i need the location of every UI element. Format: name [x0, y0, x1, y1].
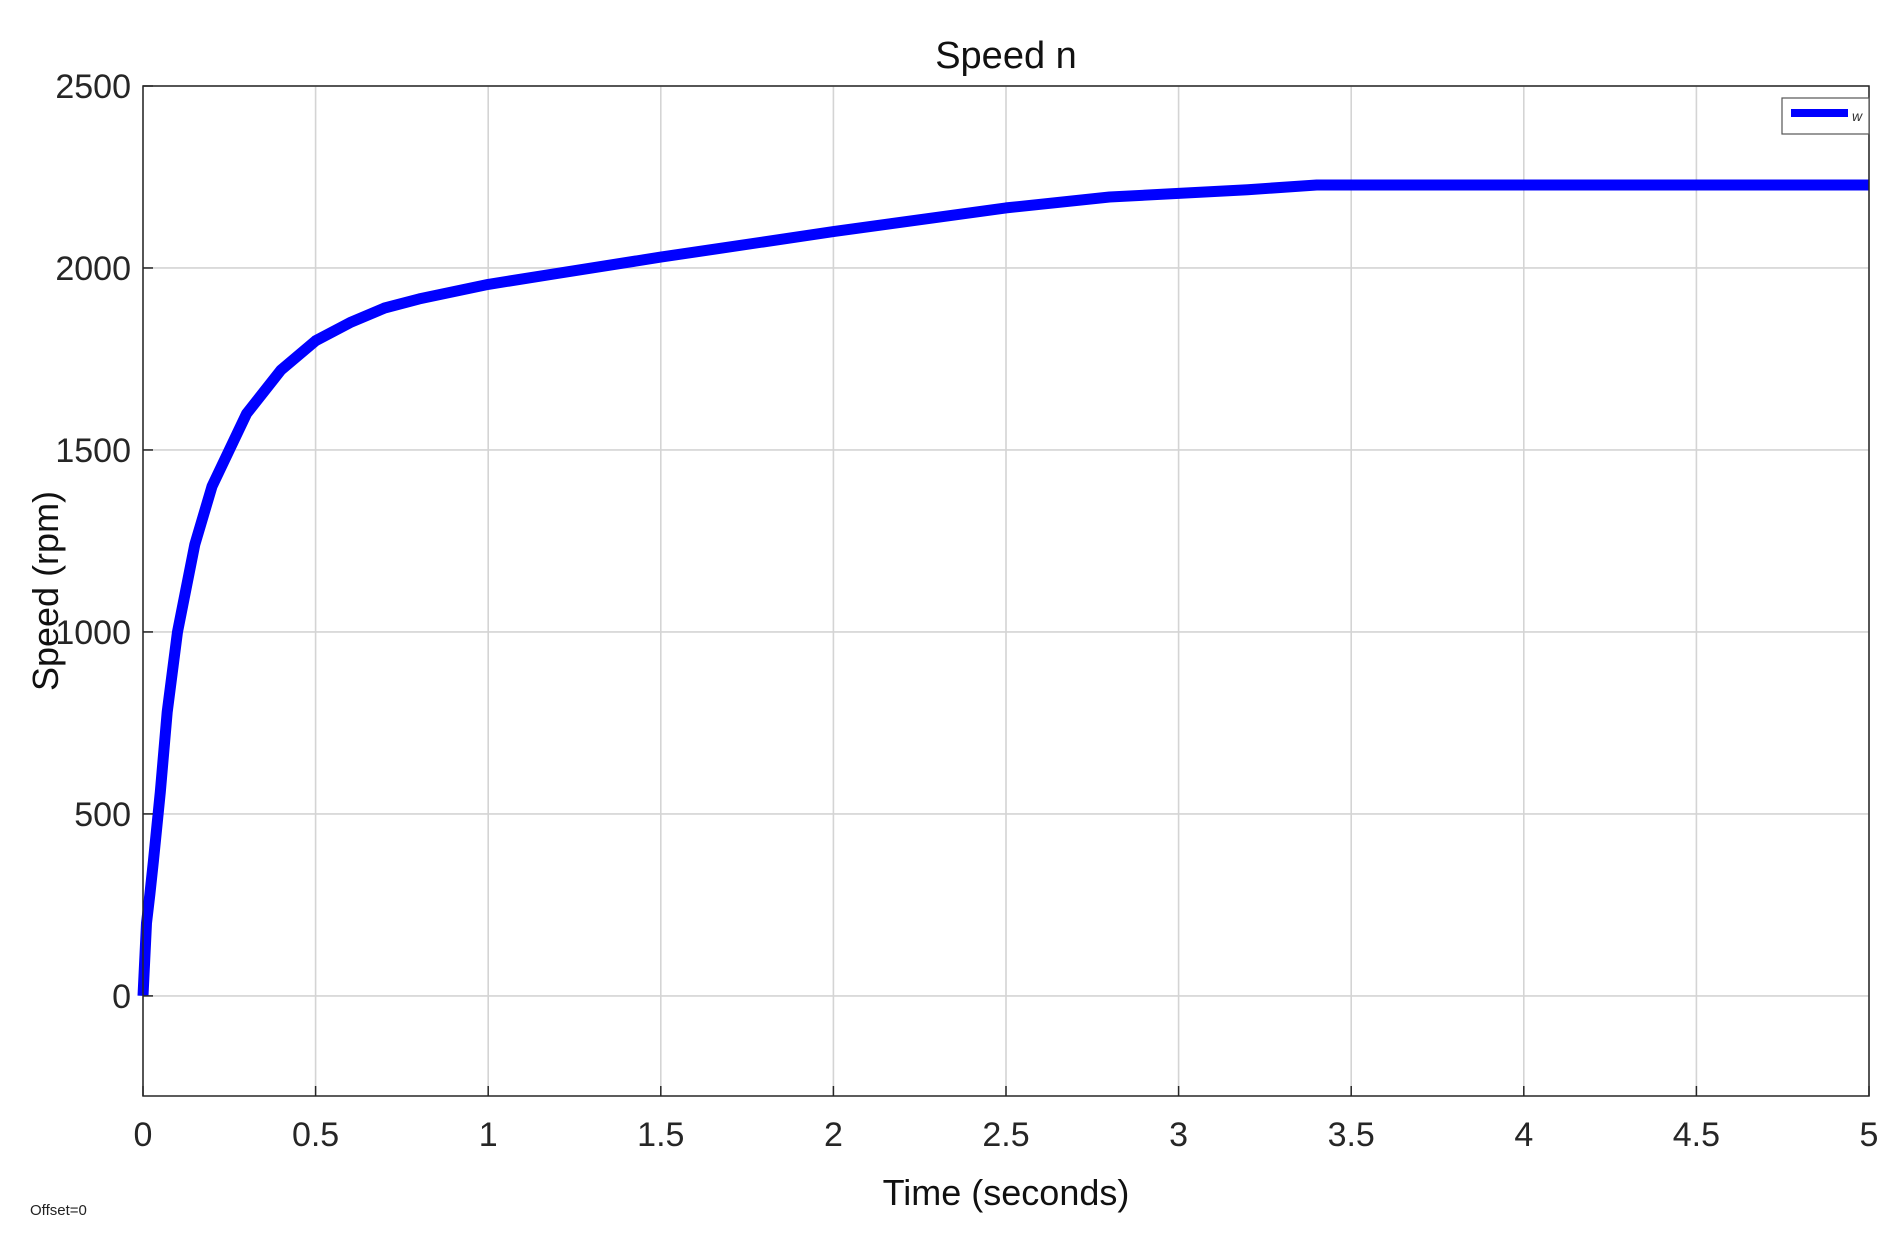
x-tick-label: 3: [1169, 1116, 1188, 1154]
series-line-w: [137, 179, 1869, 997]
x-tick-label: 3.5: [1328, 1116, 1375, 1154]
y-axis-title: Speed (rpm): [25, 491, 66, 691]
x-axis-title: Time (seconds): [883, 1172, 1130, 1213]
x-tick-label: 1: [479, 1116, 498, 1154]
x-tick-label: 4: [1514, 1116, 1533, 1154]
offset-label: Offset=0: [30, 1202, 87, 1219]
x-tick-label: 2.5: [982, 1116, 1029, 1154]
series-layer: [137, 179, 1869, 997]
legend: w: [1781, 97, 1870, 135]
y-tick-label: 1000: [55, 614, 131, 652]
y-tick-label: 2000: [55, 250, 131, 288]
y-tick-label: 0: [112, 978, 131, 1016]
tick-labels: 0 0.5 1 1.5 2 2.5 3 3.5 4 4.5 5 0 500 1000 1500 2000 250…: [55, 68, 1878, 1154]
chart-title: Speed n: [935, 35, 1077, 77]
x-tick-label: 0: [134, 1116, 153, 1154]
x-tick-label: 5: [1860, 1116, 1879, 1154]
y-tick-label: 1500: [55, 432, 131, 470]
y-tick-label: 500: [74, 796, 131, 834]
legend-entry-w: w: [1852, 108, 1863, 124]
x-tick-label: 0.5: [292, 1116, 339, 1154]
x-tick-label: 4.5: [1673, 1116, 1720, 1154]
x-tick-label: 1.5: [637, 1116, 684, 1154]
y-tick-label: 2500: [55, 68, 131, 106]
x-tick-label: 2: [824, 1116, 843, 1154]
